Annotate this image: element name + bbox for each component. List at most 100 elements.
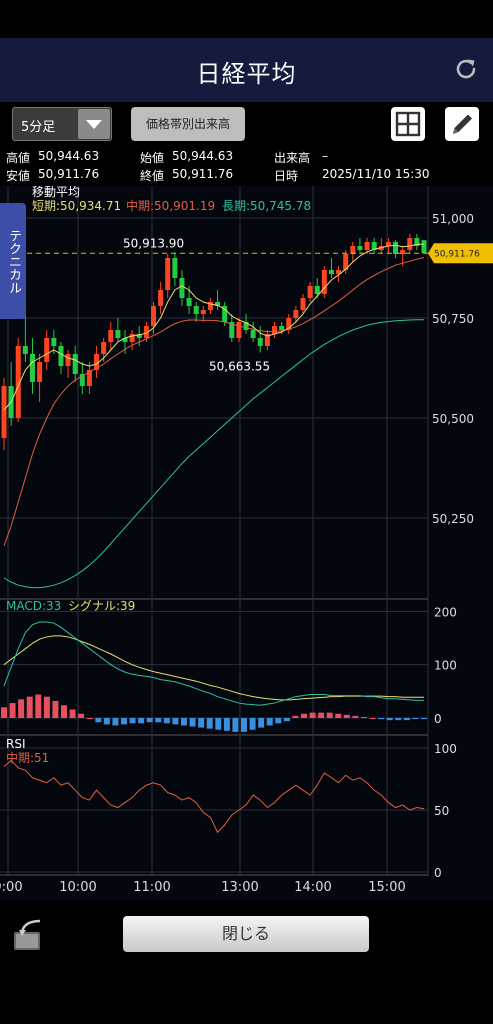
candle-body bbox=[407, 238, 413, 250]
candle-body bbox=[172, 258, 178, 278]
macd-histogram-bar bbox=[86, 718, 93, 719]
candle-body bbox=[321, 270, 327, 294]
ma-legend-short: 短期:50,934.71 bbox=[32, 199, 121, 213]
macd-tick-label: 0 bbox=[434, 712, 442, 726]
macd-histogram-bar bbox=[198, 718, 205, 728]
macd-histogram-bar bbox=[309, 712, 316, 718]
macd-histogram-bar bbox=[172, 718, 179, 725]
macd-histogram-bar bbox=[318, 712, 325, 718]
candle-body bbox=[136, 334, 142, 338]
rsi-tick-label: 50 bbox=[434, 804, 449, 818]
macd-histogram-bar bbox=[232, 718, 239, 732]
interval-label: 5分足 bbox=[21, 120, 56, 135]
candle-body bbox=[165, 258, 171, 290]
candle-body bbox=[371, 242, 377, 250]
macd-histogram-bar bbox=[95, 718, 102, 723]
candle-body bbox=[215, 302, 221, 306]
candle-body bbox=[94, 354, 100, 370]
ma-mid-line bbox=[3, 257, 425, 547]
time-tick-label: 15:00 bbox=[368, 880, 405, 895]
pencil-icon bbox=[453, 114, 472, 134]
candle-body bbox=[115, 330, 121, 338]
ma-short-line bbox=[3, 243, 425, 411]
ma-legend-long: 長期:50,745.78 bbox=[222, 199, 311, 213]
time-tick-label: 14:00 bbox=[294, 880, 331, 895]
candle-body bbox=[22, 346, 28, 354]
macd-histogram-bar bbox=[52, 700, 59, 718]
candle-body bbox=[65, 354, 71, 366]
price-chart[interactable]: 51,000 50,750 50,500 50,250 50,911.76 50,913.… bbox=[0, 186, 493, 900]
high-value: 50,944.63 bbox=[38, 149, 100, 163]
macd-histogram-bar bbox=[155, 718, 162, 723]
candle-body bbox=[336, 270, 342, 274]
candle-body bbox=[357, 246, 363, 250]
macd-histogram-bar bbox=[129, 718, 136, 724]
macd-histogram-bar bbox=[412, 718, 419, 720]
macd-histogram-bar bbox=[301, 713, 307, 718]
candle-body bbox=[328, 270, 334, 274]
macd-histogram-bar bbox=[395, 718, 402, 721]
candle-body bbox=[293, 310, 299, 318]
macd-histogram-bar bbox=[43, 696, 50, 718]
candle-body bbox=[272, 326, 278, 334]
time-tick-label: 9:00 bbox=[0, 880, 23, 895]
volume-label: 出来高 bbox=[274, 151, 311, 165]
datetime-value: 2025/11/10 15:30 bbox=[322, 167, 430, 181]
candle-body bbox=[193, 306, 199, 314]
candle-body bbox=[393, 242, 399, 254]
candle-body bbox=[364, 242, 370, 250]
macd-histogram-bar bbox=[103, 718, 110, 725]
candle-body bbox=[108, 330, 114, 342]
candle-body bbox=[37, 362, 43, 382]
signal-line bbox=[3, 635, 424, 701]
footer: 閉じる bbox=[0, 900, 493, 1024]
ma-legend-title: 移動平均 bbox=[32, 186, 80, 199]
macd-histogram-bar bbox=[258, 718, 265, 728]
price-tick-label: 50,250 bbox=[432, 512, 474, 526]
draw-button[interactable] bbox=[445, 107, 479, 141]
candle-body bbox=[15, 346, 21, 418]
ma-legend-mid: 中期:50,901.19 bbox=[126, 198, 215, 213]
rotate-screen-icon[interactable] bbox=[10, 916, 48, 954]
close-value: 50,911.76 bbox=[172, 167, 234, 181]
last-price-label: 50,911.76 bbox=[434, 249, 480, 259]
macd-histogram-bar bbox=[369, 718, 376, 719]
chevron-down-icon bbox=[78, 109, 110, 139]
price-tick-label: 50,500 bbox=[432, 412, 474, 426]
low-label: 安値 bbox=[6, 169, 31, 183]
interval-select[interactable]: 5分足 bbox=[12, 107, 112, 141]
candle-body bbox=[350, 246, 356, 254]
candle-body bbox=[385, 242, 391, 246]
close-button[interactable]: 閉じる bbox=[123, 916, 369, 952]
candle-body bbox=[400, 250, 406, 254]
layout-grid-button[interactable] bbox=[391, 107, 425, 141]
macd-histogram-bar bbox=[361, 716, 367, 718]
datetime-label: 日時 bbox=[274, 169, 299, 183]
candle-body bbox=[1, 386, 7, 438]
technical-tab[interactable]: テクニカル bbox=[0, 203, 26, 319]
macd-histogram-bar bbox=[241, 718, 247, 732]
candle-body bbox=[129, 334, 135, 342]
macd-legend: MACD:33 bbox=[6, 599, 61, 613]
high-annotation: 50,913.90 bbox=[123, 236, 184, 250]
macd-histogram-bar bbox=[343, 714, 350, 718]
candle-body bbox=[29, 354, 35, 382]
candle-body bbox=[200, 310, 206, 314]
macd-histogram-bar bbox=[35, 694, 42, 718]
macd-histogram-bar bbox=[421, 718, 427, 720]
macd-tick-label: 200 bbox=[434, 605, 457, 619]
macd-histogram-bar bbox=[403, 718, 410, 721]
volume-profile-button[interactable]: 価格帯別出来高 bbox=[131, 107, 245, 141]
candle-body bbox=[343, 254, 349, 270]
macd-histogram-bar bbox=[215, 718, 222, 730]
candle-body bbox=[307, 286, 313, 298]
candle-body bbox=[250, 330, 256, 338]
candle-body bbox=[314, 286, 320, 294]
refresh-icon[interactable] bbox=[453, 56, 479, 82]
candle-body bbox=[243, 322, 249, 330]
candle-body bbox=[236, 322, 242, 338]
price-tick-label: 51,000 bbox=[432, 212, 474, 226]
rsi-tick-label: 100 bbox=[434, 742, 457, 756]
chart-background bbox=[0, 186, 493, 900]
candle-body bbox=[101, 342, 107, 354]
